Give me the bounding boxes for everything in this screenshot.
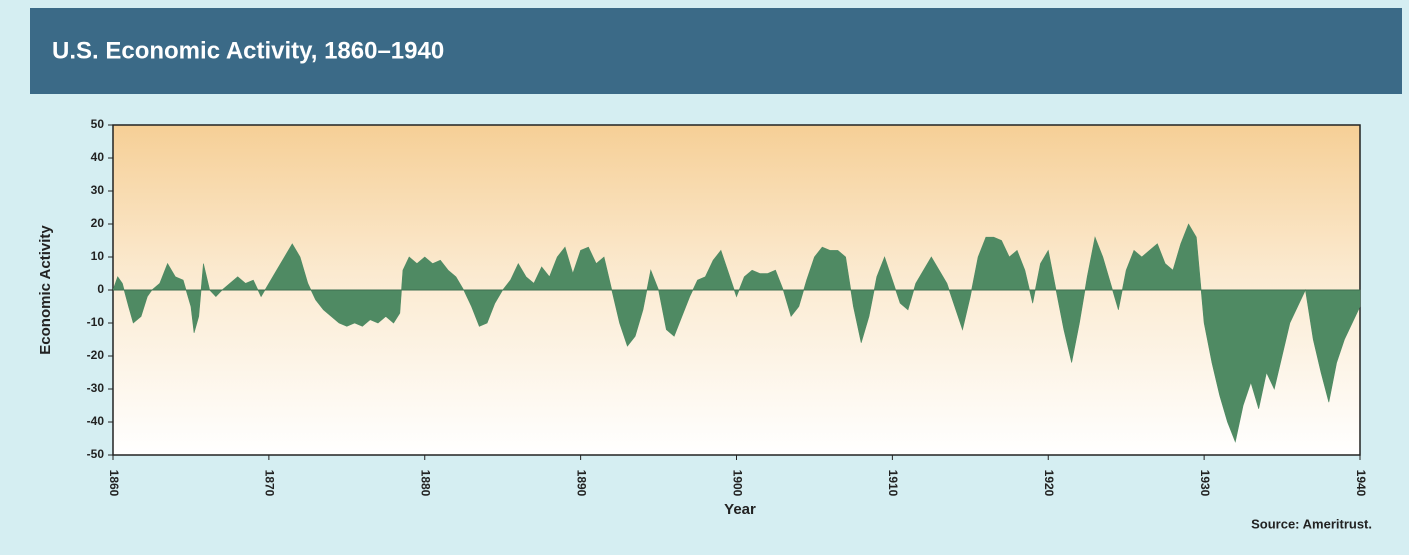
banner (30, 8, 1402, 94)
y-tick-label: -40 (87, 414, 105, 428)
y-tick-label: 40 (91, 150, 105, 164)
x-axis-label: Year (724, 501, 756, 518)
y-tick-label: -50 (87, 447, 105, 461)
y-tick-label: 50 (91, 117, 105, 131)
y-tick-label: -30 (87, 381, 105, 395)
x-tick-label: 1870 (263, 470, 277, 497)
x-tick-label: 1890 (574, 470, 588, 497)
x-tick-label: 1910 (886, 470, 900, 497)
x-tick-label: 1860 (107, 470, 121, 497)
x-tick-label: 1940 (1354, 470, 1368, 497)
x-tick-label: 1880 (419, 470, 433, 497)
y-tick-label: -20 (87, 348, 105, 362)
y-tick-label: 20 (91, 216, 105, 230)
y-tick-label: 0 (97, 282, 104, 296)
chart-title: U.S. Economic Activity, 1860–1940 (52, 37, 444, 64)
area (112, 223, 1361, 443)
x-tick-label: 1930 (1198, 470, 1212, 497)
y-tick-label: 10 (91, 249, 105, 263)
y-axis-label: Economic Activity (37, 225, 54, 355)
y-tick-label: -10 (87, 315, 105, 329)
x-tick-label: 1900 (730, 470, 744, 497)
source-note: Source: Ameritrust. (1251, 516, 1372, 531)
x-tick-label: 1920 (1042, 470, 1056, 497)
y-tick-label: 30 (91, 183, 105, 197)
